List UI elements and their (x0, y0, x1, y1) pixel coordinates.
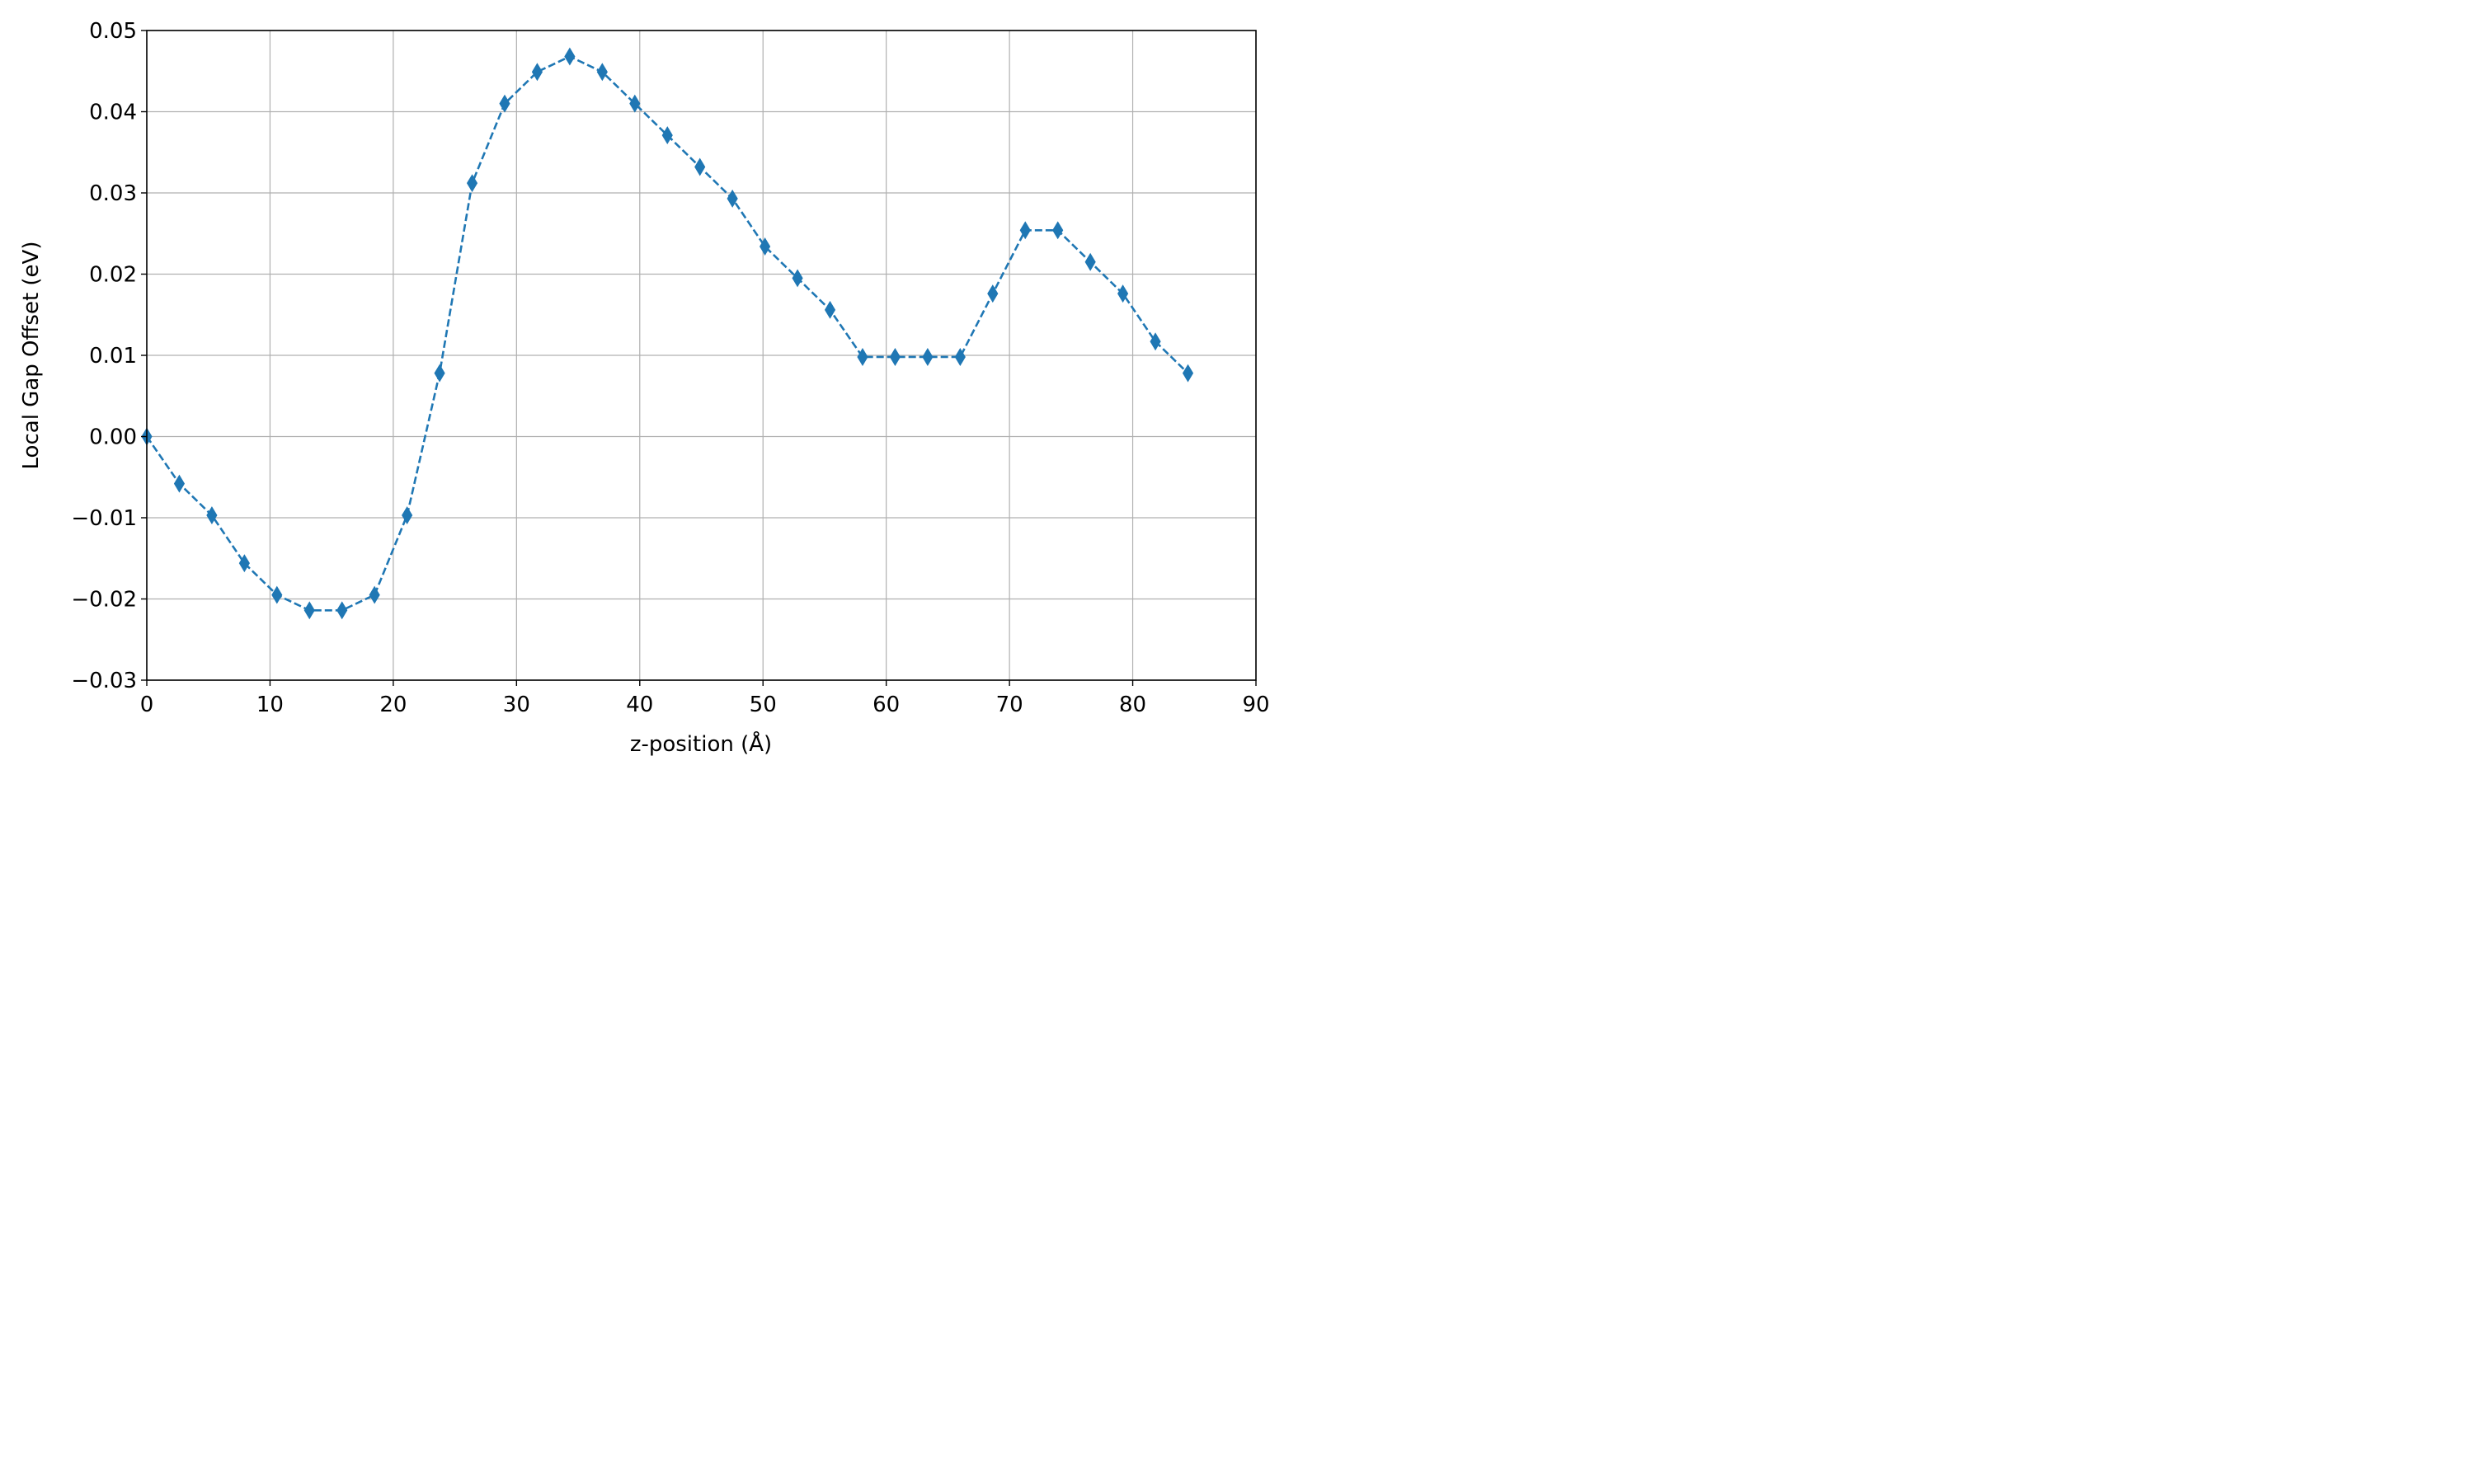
data-point (694, 157, 706, 176)
x-tick-label: 80 (1119, 693, 1146, 717)
data-point (238, 554, 250, 573)
data-point (303, 601, 315, 620)
data-point (922, 347, 934, 366)
data-point (824, 300, 836, 319)
data-point (987, 284, 999, 303)
data-point (499, 94, 510, 113)
y-tick-label: 0.02 (89, 263, 137, 288)
x-axis-ticks: 0 10 20 30 40 50 60 70 80 90 (140, 680, 1270, 717)
data-point (466, 174, 478, 193)
data-point (369, 585, 380, 604)
data-point (596, 63, 608, 82)
data-point (1182, 364, 1194, 383)
data-point (1019, 221, 1031, 240)
y-tick-label: −0.02 (71, 588, 137, 613)
data-point (954, 347, 966, 366)
x-tick-label: 90 (1242, 693, 1269, 717)
series-0 (141, 47, 1194, 620)
data-point (1150, 332, 1161, 351)
x-tick-label: 20 (379, 693, 407, 717)
data-point (402, 506, 413, 525)
x-tick-label: 10 (256, 693, 284, 717)
figure-background (0, 0, 1286, 772)
y-tick-label: 0.03 (89, 181, 137, 206)
data-point (206, 506, 218, 525)
y-tick-label: −0.03 (71, 669, 137, 693)
x-tick-label: 50 (750, 693, 777, 717)
data-point (271, 585, 283, 604)
y-axis-ticks: −0.03 −0.02 −0.01 0.00 0.01 0.02 0.03 0.04 0.05 (71, 19, 147, 693)
data-point (857, 347, 868, 366)
data-point (564, 47, 576, 66)
data-point (1084, 252, 1096, 271)
data-point (1052, 221, 1064, 240)
plot-series (141, 47, 1194, 620)
data-point (629, 94, 641, 113)
data-point (889, 347, 901, 366)
x-axis-label: z-position (Å) (630, 730, 772, 757)
data-point (1117, 284, 1129, 303)
data-point (760, 237, 771, 256)
data-point (661, 126, 673, 145)
x-tick-label: 30 (503, 693, 530, 717)
data-point (792, 269, 803, 288)
data-point (727, 189, 738, 208)
y-tick-label: 0.00 (89, 425, 137, 450)
data-point (434, 364, 445, 383)
y-tick-label: 0.01 (89, 344, 137, 369)
y-tick-label: 0.04 (89, 101, 137, 125)
y-tick-label: −0.01 (71, 506, 137, 531)
x-tick-label: 40 (626, 693, 653, 717)
x-tick-label: 70 (996, 693, 1023, 717)
data-point (336, 601, 348, 620)
data-point (173, 474, 186, 493)
x-tick-label: 0 (140, 693, 154, 717)
x-tick-label: 60 (872, 693, 900, 717)
y-axis-label: Local Gap Offset (eV) (19, 242, 44, 470)
chart: 0 10 20 30 40 50 60 70 80 90 −0.03 −0.02 −0.01 0.00 0… (0, 0, 1286, 772)
y-tick-label: 0.05 (89, 19, 137, 44)
data-point (531, 63, 543, 82)
